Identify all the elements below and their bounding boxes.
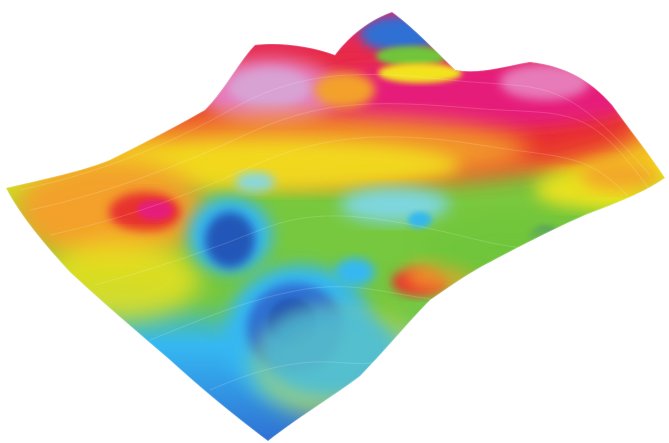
- light-cyan-left-top: [235, 172, 275, 192]
- blue-basin-left: [205, 212, 255, 268]
- pink-peak-right: [500, 64, 590, 100]
- terrain-edge: [4, 11, 667, 442]
- green-right-slope: [425, 218, 605, 278]
- lower-left-yellow: [40, 240, 200, 320]
- light-cyan-patch-center: [340, 187, 450, 223]
- left-magenta-center: [137, 200, 173, 220]
- yellow-top-band: [378, 63, 462, 83]
- small-cyan-pit: [335, 258, 375, 286]
- lavender-summit: [228, 68, 312, 108]
- green-top-band: [376, 46, 448, 66]
- cyan-overlay-lower: [260, 307, 400, 397]
- contour-lines: [19, 73, 651, 391]
- orange-top-knot: [315, 72, 375, 108]
- tiny-cyan-pit: [408, 212, 432, 228]
- orange-right-slope: [580, 159, 660, 191]
